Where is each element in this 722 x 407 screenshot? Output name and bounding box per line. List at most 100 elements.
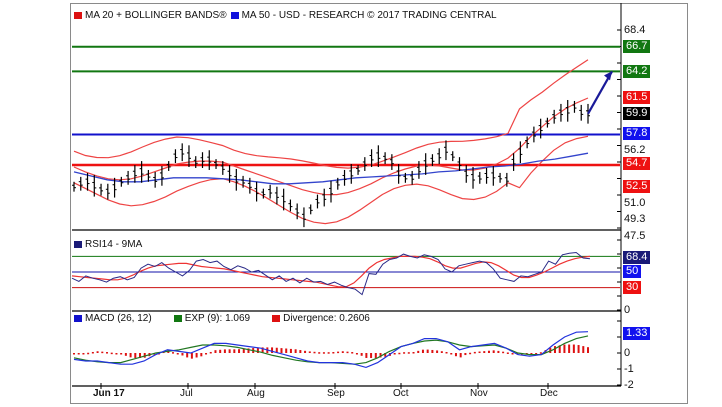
divergence-bar [332,352,335,354]
divergence-bar [247,348,250,353]
divergence-bar [417,350,420,353]
x-axis-label: Jun 17 [93,388,125,399]
divergence-bar [120,353,123,355]
x-axis-label: Aug [247,388,265,399]
divergence-bar [73,353,75,355]
blue-square-icon [74,315,82,322]
price-tick-label: 49.3 [624,213,646,225]
divergence-bar [238,349,241,353]
divergence-bar [299,350,302,353]
divergence-bar [143,353,146,358]
divergence-bar [511,353,514,355]
divergence-bar [530,353,533,355]
divergence-bar [553,346,556,353]
divergence-bar [308,351,311,353]
divergence-bar [403,352,406,354]
divergence-bar [242,348,245,353]
bollinger-upper-line [73,59,589,169]
divergence-bar [106,352,109,354]
divergence-bar [181,353,184,356]
price-level-badge: 61.5 [623,91,651,104]
divergence-bar [346,351,349,354]
rsi-ma-line [71,255,591,288]
divergence-bar [440,351,443,353]
divergence-bar [172,352,175,354]
legend-exp: EXP (9): 1.069 [173,313,250,324]
macd-tick-label: -2 [624,379,634,391]
divergence-bar [256,347,259,353]
divergence-bar [228,349,231,353]
divergence-bar [341,351,344,353]
legend-ma50: MA 50 - USD - RESEARCH © 2017 TRADING CE… [230,10,497,21]
divergence-bar [129,353,132,358]
divergence-bar [436,350,439,353]
divergence-bar [101,351,104,354]
price-tick-label: 68.4 [624,24,646,36]
divergence-bar [304,350,307,353]
rsi-tick-label: 0 [624,304,631,316]
divergence-bar [412,352,415,354]
divergence-bar [190,353,193,359]
x-axis-label: Dec [540,388,558,399]
red-square-icon [74,12,82,19]
divergence-bar [275,347,278,353]
divergence-bar [374,353,377,358]
ma50-line [73,152,589,185]
price-level-badge: 59.9 [623,107,651,120]
divergence-bar [285,348,288,353]
divergence-bar [370,353,373,358]
rsi-legend: RSI14 - 9MA [74,239,146,250]
x-axis-label: Sep [327,388,345,399]
divergence-bar [365,353,368,358]
divergence-bar [110,352,113,355]
divergence-bar [478,351,481,354]
divergence-bar [214,350,217,353]
x-axis-label: Oct [393,388,409,399]
divergence-bar [124,353,127,356]
divergence-bar [563,344,566,353]
divergence-bar [384,353,387,357]
divergence-bar [587,347,589,353]
x-axis-label: Nov [470,388,488,399]
blue-square-icon [230,12,239,19]
divergence-bar [91,351,94,354]
divergence-bar [337,351,340,354]
divergence-bar [289,348,292,353]
red-square-icon [272,315,281,322]
divergence-bar [327,352,330,354]
divergence-bar [318,352,321,354]
divergence-bar [322,352,325,354]
legend-ma20: MA 20 + BOLLINGER BANDS® [74,10,227,21]
divergence-bar [421,349,424,353]
divergence-bar [502,351,505,354]
divergence-bar [87,352,90,355]
divergence-bar [200,353,203,357]
divergence-bar [233,349,236,353]
divergence-bar [205,353,208,355]
price-level-badge: 52.5 [623,180,651,193]
legend-macd: MACD (26, 12) [74,313,152,324]
macd-tick-label: 0 [624,347,631,359]
macd-signal-line [73,335,589,365]
price-tick-label: 47.5 [624,230,646,242]
price-tick-label: 51.0 [624,197,646,209]
divergence-bar [473,351,476,354]
divergence-bar [407,352,410,354]
navy-square-icon [74,241,82,248]
divergence-bar [176,353,179,355]
divergence-bar [223,349,226,353]
divergence-bar [535,353,538,355]
rsi-line [71,251,591,296]
divergence-bar [355,353,358,355]
divergence-bar [186,353,189,358]
macd-tick-label: -1 [624,363,634,375]
divergence-bar [454,353,457,357]
legend-divergence: Divergence: 0.2606 [272,313,370,324]
divergence-bar [426,349,429,353]
rsi-level-badge: 50 [623,265,642,278]
macd-legend: MACD (26, 12) EXP (9): 1.069 Divergence:… [74,313,374,324]
divergence-bar [294,349,297,353]
divergence-bar [487,350,490,353]
divergence-bar [115,353,118,355]
bollinger-lower-line [73,135,589,225]
